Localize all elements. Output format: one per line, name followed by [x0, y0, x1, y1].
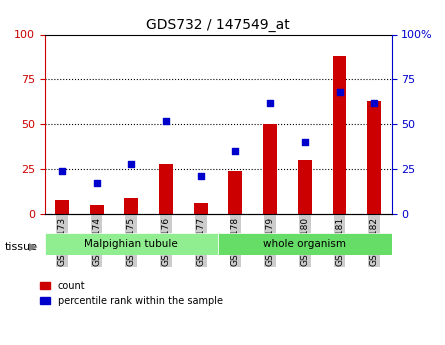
Text: Malpighian tubule: Malpighian tubule	[85, 239, 178, 249]
Bar	[89, 205, 104, 214]
Text: GSM29179: GSM29179	[266, 217, 275, 266]
Bar	[55, 199, 69, 214]
Point	[58, 168, 65, 174]
Text: GSM29182: GSM29182	[370, 217, 379, 266]
Bar	[124, 198, 138, 214]
Text: ▶: ▶	[29, 242, 38, 252]
Point	[162, 118, 170, 124]
Point	[267, 100, 274, 106]
Bar	[159, 164, 173, 214]
Point	[371, 100, 378, 106]
Text: tissue: tissue	[4, 242, 37, 252]
FancyBboxPatch shape	[218, 233, 392, 255]
Bar	[194, 203, 208, 214]
Bar	[228, 171, 243, 214]
Text: GSM29177: GSM29177	[196, 217, 205, 266]
FancyBboxPatch shape	[44, 233, 218, 255]
Bar	[367, 101, 381, 214]
Point	[301, 139, 308, 145]
Bar	[263, 124, 277, 214]
Bar	[332, 56, 347, 214]
Legend: count, percentile rank within the sample: count, percentile rank within the sample	[40, 281, 223, 306]
Point	[197, 174, 204, 179]
Text: whole organism: whole organism	[263, 239, 346, 249]
Point	[232, 148, 239, 154]
Text: GSM29173: GSM29173	[57, 217, 66, 266]
Title: GDS732 / 147549_at: GDS732 / 147549_at	[146, 18, 290, 32]
Text: GSM29178: GSM29178	[231, 217, 240, 266]
Text: GSM29176: GSM29176	[162, 217, 170, 266]
Bar	[298, 160, 312, 214]
Text: GSM29174: GSM29174	[92, 217, 101, 266]
Text: GSM29180: GSM29180	[300, 217, 309, 266]
Point	[93, 181, 100, 186]
Text: GSM29175: GSM29175	[127, 217, 136, 266]
Point	[128, 161, 135, 166]
Text: GSM29181: GSM29181	[335, 217, 344, 266]
Point	[336, 89, 343, 95]
